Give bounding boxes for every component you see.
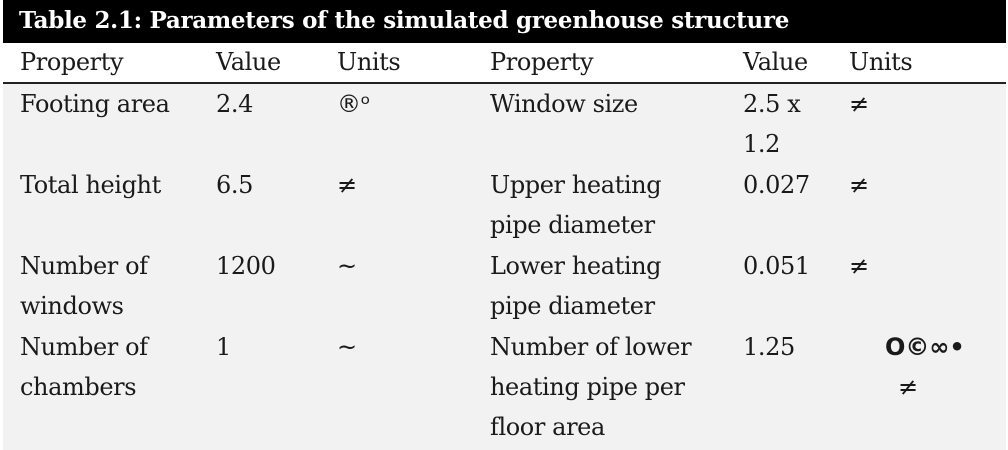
- right-property: Number of lower: [490, 333, 692, 361]
- left-property: Number of: [20, 333, 148, 361]
- right-value: 0.051: [743, 252, 810, 280]
- left-value: 2.4: [216, 90, 253, 118]
- right-units: O©∞•: [885, 333, 965, 361]
- right-value: 2.5 x: [743, 90, 801, 118]
- right-value-cont: 1.2: [743, 130, 780, 158]
- left-value: 1: [216, 333, 231, 361]
- left-units: ≠: [337, 171, 357, 199]
- left-units: ®ᵒ: [337, 90, 371, 118]
- left-value: 1200: [216, 252, 276, 280]
- right-property-cont: heating pipe per: [490, 373, 685, 401]
- left-value: 6.5: [216, 171, 253, 199]
- right-property: Lower heating: [490, 252, 662, 280]
- header-value-right: Value: [743, 48, 808, 76]
- table-header-row: Property Value Units Property Value Unit…: [3, 43, 1006, 84]
- left-units: ~: [337, 252, 357, 280]
- left-units: ~: [337, 333, 357, 361]
- right-property-cont-2: floor area: [490, 413, 605, 441]
- right-property: Upper heating: [490, 171, 662, 199]
- right-units: ≠: [849, 252, 869, 280]
- left-property: Total height: [20, 171, 161, 199]
- header-units-left: Units: [337, 48, 401, 76]
- header-units-right: Units: [849, 48, 913, 76]
- left-property-cont: windows: [20, 292, 124, 320]
- header-property-left: Property: [20, 48, 124, 76]
- header-value-left: Value: [216, 48, 281, 76]
- left-property: Footing area: [20, 90, 170, 118]
- right-value: 1.25: [743, 333, 795, 361]
- left-property-cont: chambers: [20, 373, 137, 401]
- parameters-table: Property Value Units Property Value Unit…: [3, 43, 1006, 450]
- right-value: 0.027: [743, 171, 810, 199]
- right-units-cont: ≠: [898, 373, 919, 401]
- header-property-right: Property: [490, 48, 594, 76]
- table-title: Table 2.1: Parameters of the simulated g…: [3, 0, 1006, 43]
- right-property-cont: pipe diameter: [490, 292, 655, 320]
- left-property: Number of: [20, 252, 148, 280]
- right-property-cont: pipe diameter: [490, 211, 655, 239]
- right-property: Window size: [490, 90, 638, 118]
- right-units: ≠: [849, 90, 869, 118]
- right-units: ≠: [849, 171, 869, 199]
